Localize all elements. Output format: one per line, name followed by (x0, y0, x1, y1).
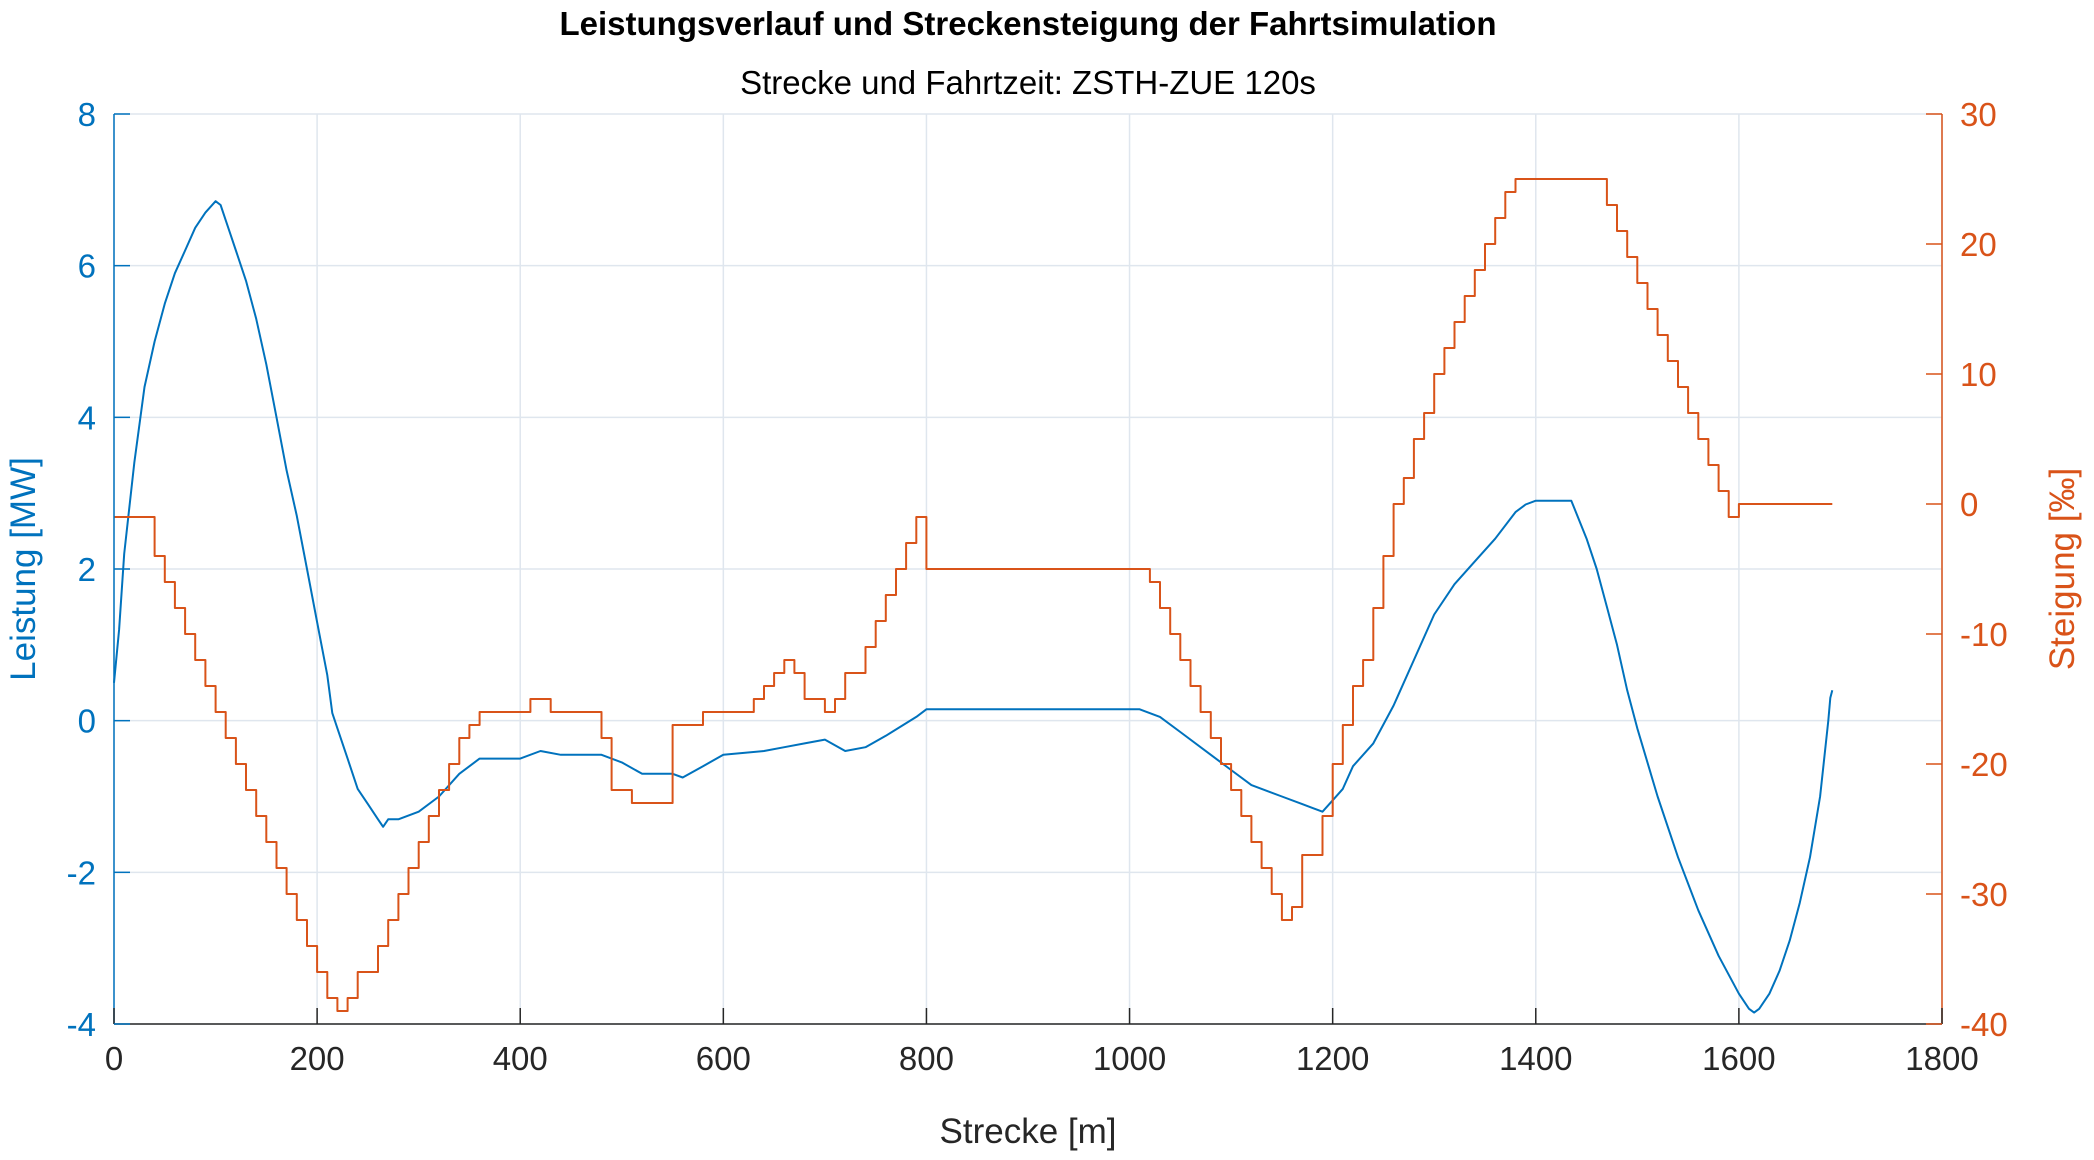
y-left-tick-label: -2 (67, 854, 96, 891)
y-axis-right-label: Steigung [‰] (2043, 468, 2082, 670)
y-right-tick-label: 30 (1960, 96, 1997, 133)
x-axis-label: Strecke [m] (940, 1112, 1117, 1151)
y-right-tick-label: 20 (1960, 226, 1997, 263)
y-right-tick-label: -40 (1960, 1006, 2008, 1043)
y-right-tick-label: -30 (1960, 876, 2008, 913)
x-tick-label: 400 (493, 1040, 548, 1077)
axes (113, 113, 1943, 1025)
y-right-tick-label: 0 (1960, 486, 1978, 523)
y-axis-left-label: Leistung [MW] (4, 457, 43, 681)
x-tick-label: 1600 (1702, 1040, 1775, 1077)
series-line-steigung (114, 178, 1833, 1012)
y-left-tick-label: 8 (78, 96, 96, 133)
chart-subtitle: Strecke und Fahrtzeit: ZSTH-ZUE 120s (740, 64, 1316, 101)
y-left-tick-label: 4 (78, 399, 96, 436)
x-tick-label: 600 (696, 1040, 751, 1077)
x-tick-label: 200 (290, 1040, 345, 1077)
x-tick-label: 1400 (1499, 1040, 1572, 1077)
y-left-tick-label: 6 (78, 248, 96, 285)
x-tick-label: 1000 (1093, 1040, 1166, 1077)
tick-labels: 0 200 400 600 800 1000 1200 1400 1600 1800-4-2024… (67, 96, 2008, 1077)
chart-title: Leistungsverlauf und Streckensteigung de… (560, 5, 1497, 42)
x-tick-label: 0 (105, 1040, 123, 1077)
x-tick-label: 1200 (1296, 1040, 1369, 1077)
y-right-tick-label: -20 (1960, 746, 2008, 783)
x-tick-label: 800 (899, 1040, 954, 1077)
x-tick-label: 1800 (1905, 1040, 1978, 1077)
y-right-tick-label: -10 (1960, 616, 2008, 653)
series-line-leistung (113, 200, 1834, 1014)
y-right-tick-label: 10 (1960, 356, 1997, 393)
y-left-tick-label: 2 (78, 551, 96, 588)
y-left-tick-label: 0 (78, 703, 96, 740)
data-series (113, 178, 1834, 1014)
y-left-tick-label: -4 (67, 1006, 96, 1043)
